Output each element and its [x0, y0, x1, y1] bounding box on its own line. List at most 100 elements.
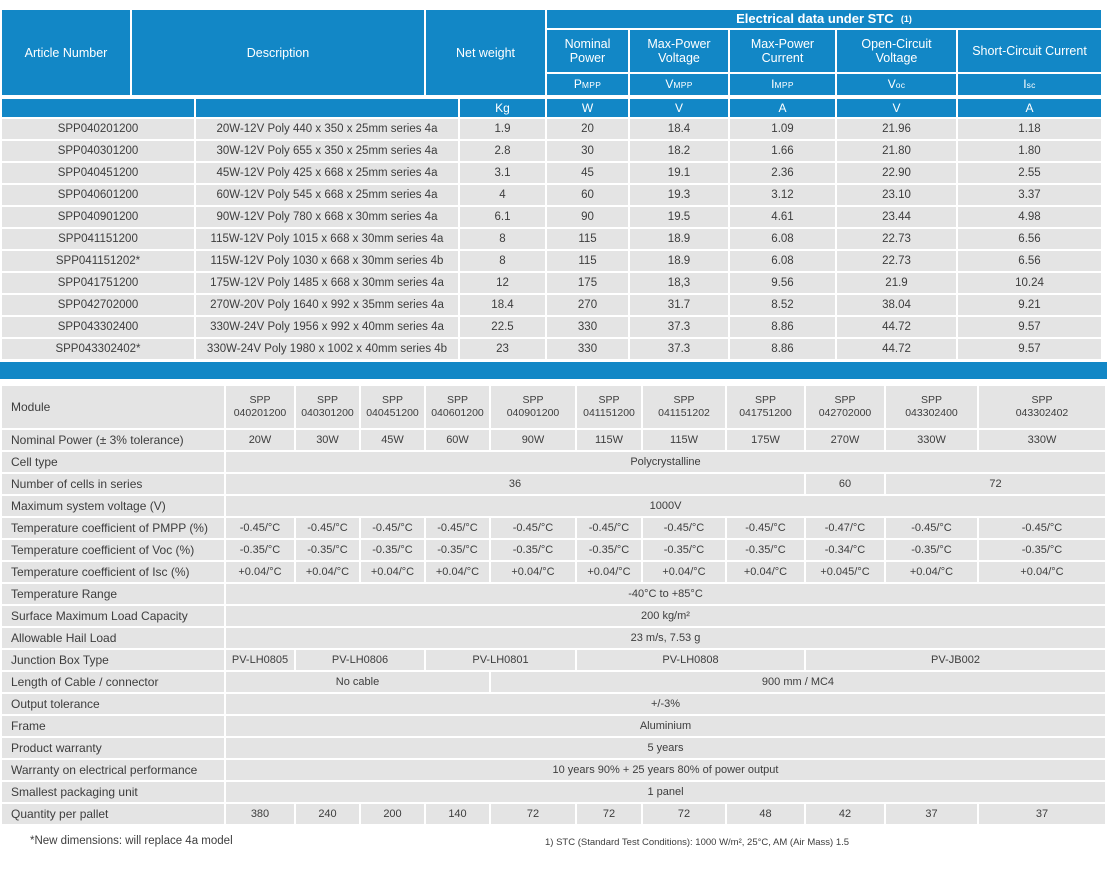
open-circuit-voltage-cell: 44.72: [837, 339, 956, 359]
spec-value-cell: -0.45/°C: [643, 518, 725, 538]
short-circuit-current-cell: 4.98: [958, 207, 1101, 227]
top-table-body: Kg W V A V A SPP040201200 20W-12V Poly 440 x 3…: [0, 97, 1103, 361]
spec-value-cell: -0.34/°C: [806, 540, 884, 560]
nominal-power-cell: 115: [547, 229, 628, 249]
electrical-symbol: VMPP: [630, 74, 728, 95]
spec-value-cell: 72: [643, 804, 725, 824]
footer: *New dimensions: will replace 4a model 1…: [0, 835, 1107, 855]
spec-value-cell: -0.45/°C: [426, 518, 489, 538]
spec-row: Temperature coefficient of Voc (%) -0.35/…: [2, 540, 1105, 560]
section-divider-band: [0, 362, 1107, 379]
spec-value-cell: -0.45/°C: [727, 518, 804, 538]
spec-value-cell: 20W: [226, 430, 294, 450]
spec-value-cell: +0.04/°C: [577, 562, 641, 582]
spec-value-cell: -0.47/°C: [806, 518, 884, 538]
spec-row: Maximum system voltage (V) 1000V: [2, 496, 1105, 516]
max-power-current-cell: 8.86: [730, 339, 835, 359]
module-prefix: SPP: [1031, 394, 1053, 406]
max-power-current-cell: 9.56: [730, 273, 835, 293]
spec-value-cell: 60: [806, 474, 884, 494]
spec-value-cell: +0.04/°C: [491, 562, 575, 582]
spec-value-cell: PV-LH0801: [426, 650, 575, 670]
spec-value-cell: -0.35/°C: [491, 540, 575, 560]
module-prefix: SPP: [598, 394, 620, 406]
module-prefix: SPP: [920, 394, 942, 406]
net-weight-cell: 6.1: [460, 207, 545, 227]
article-number-cell: SPP040201200: [2, 119, 194, 139]
spec-value-cell: +0.04/°C: [727, 562, 804, 582]
electrical-column-header: Nominal Power: [547, 30, 628, 72]
net-weight-cell: 1.9: [460, 119, 545, 139]
max-power-voltage-cell: 18.9: [630, 251, 728, 271]
max-power-current-cell: 8.52: [730, 295, 835, 315]
article-number-cell: SPP040301200: [2, 141, 194, 161]
max-power-voltage-cell: 19.3: [630, 185, 728, 205]
spec-value-cell: -0.35/°C: [886, 540, 977, 560]
description-cell: 115W-12V Poly 1015 x 668 x 30mm series 4…: [196, 229, 458, 249]
spec-value-cell: -0.35/°C: [296, 540, 359, 560]
article-number-cell: SPP040901200: [2, 207, 194, 227]
electrical-column-header: Max-Power Current: [730, 30, 835, 72]
unit-cell-blank: [2, 99, 194, 117]
spec-row-label: Temperature coefficient of PMPP (%): [2, 518, 224, 538]
short-circuit-current-cell: 2.55: [958, 163, 1101, 183]
unit-cell: W: [547, 99, 628, 117]
module-number: 041151202: [658, 407, 710, 419]
spec-value-cell: 10 years 90% + 25 years 80% of power out…: [226, 760, 1105, 780]
net-weight-cell: 4: [460, 185, 545, 205]
spec-value-cell: 270W: [806, 430, 884, 450]
spec-value-cell: -0.45/°C: [577, 518, 641, 538]
spec-value-cell: +0.04/°C: [226, 562, 294, 582]
article-number-cell: SPP043302400: [2, 317, 194, 337]
spec-value-cell: 5 years: [226, 738, 1105, 758]
net-weight-cell: 3.1: [460, 163, 545, 183]
open-circuit-voltage-cell: 21.96: [837, 119, 956, 139]
module-code-cell: SPP 042702000: [806, 386, 884, 428]
open-circuit-voltage-cell: 22.90: [837, 163, 956, 183]
electrical-column-headers: Nominal Power Max-Power Voltage Max-Power …: [2, 30, 1101, 72]
unit-cell: V: [837, 99, 956, 117]
spec-row-label: Temperature Range: [2, 584, 224, 604]
max-power-current-cell: 1.09: [730, 119, 835, 139]
spec-row-label: Output tolerance: [2, 694, 224, 714]
footer-note-new-dimensions: *New dimensions: will replace 4a model: [30, 835, 233, 847]
article-number-cell: SPP040451200: [2, 163, 194, 183]
electrical-symbol: Voc: [837, 74, 956, 95]
spec-value-cell: -0.35/°C: [979, 540, 1105, 560]
max-power-current-cell: 2.36: [730, 163, 835, 183]
spec-row: Temperature coefficient of Isc (%) +0.04/…: [2, 562, 1105, 582]
spec-value-cell: PV-LH0808: [577, 650, 804, 670]
spec-value-cell: 1 panel: [226, 782, 1105, 802]
stc-banner: Electrical data under STC (1): [547, 10, 1101, 28]
spec-value-cell: PV-LH0805: [226, 650, 294, 670]
spec-value-cell: 200: [361, 804, 424, 824]
product-row: SPP040901200 90W-12V Poly 780 x 668 x 30m…: [2, 207, 1101, 227]
open-circuit-voltage-cell: 21.9: [837, 273, 956, 293]
spec-row: Product warranty 5 years: [2, 738, 1105, 758]
nominal-power-cell: 45: [547, 163, 628, 183]
module-prefix: SPP: [834, 394, 856, 406]
spec-value-cell: 330W: [886, 430, 977, 450]
spec-row: Smallest packaging unit 1 panel: [2, 782, 1105, 802]
symbol-subscript: MPP: [673, 80, 693, 90]
module-code-cell: SPP 040601200: [426, 386, 489, 428]
unit-cell-blank: [196, 99, 458, 117]
spec-value-cell: Aluminium: [226, 716, 1105, 736]
spec-value-cell: -0.35/°C: [643, 540, 725, 560]
nominal-power-cell: 270: [547, 295, 628, 315]
unit-cell: A: [958, 99, 1101, 117]
spec-value-cell: 23 m/s, 7.53 g: [226, 628, 1105, 648]
max-power-current-cell: 4.61: [730, 207, 835, 227]
symbol-subscript: oc: [895, 80, 906, 90]
article-number-cell: SPP041151200: [2, 229, 194, 249]
spec-value-cell: +0.04/°C: [296, 562, 359, 582]
spec-value-cell: 72: [491, 804, 575, 824]
spec-value-cell: -0.35/°C: [727, 540, 804, 560]
net-weight-header: Net weight: [426, 10, 545, 95]
short-circuit-current-cell: 9.21: [958, 295, 1101, 315]
product-row: SPP040601200 60W-12V Poly 545 x 668 x 25m…: [2, 185, 1101, 205]
module-prefix: SPP: [249, 394, 271, 406]
module-number: 040301200: [301, 407, 354, 419]
nominal-power-cell: 330: [547, 339, 628, 359]
description-cell: 175W-12V Poly 1485 x 668 x 30mm series 4…: [196, 273, 458, 293]
